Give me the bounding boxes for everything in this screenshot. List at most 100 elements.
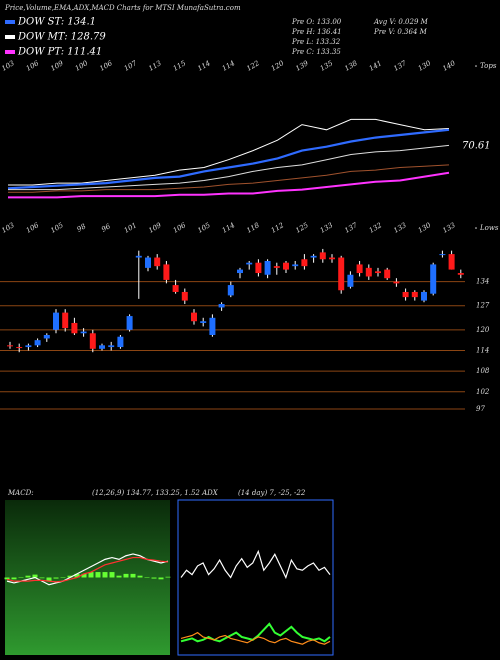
edge-dot xyxy=(475,227,477,229)
candle-body xyxy=(154,257,161,267)
x-tick-label: 120 xyxy=(270,59,286,73)
x-tick-label: 114 xyxy=(221,221,237,235)
histogram-bar xyxy=(158,577,164,580)
candle-body xyxy=(218,304,225,308)
candle-body xyxy=(117,336,124,348)
histogram-bar xyxy=(60,577,66,578)
candle-body xyxy=(310,255,317,258)
y-tick-label: 108 xyxy=(476,367,490,375)
legend-label: DOW PT: 111.41 xyxy=(17,47,102,58)
x-tick-label: 105 xyxy=(49,221,65,235)
histogram-bar xyxy=(39,577,45,579)
x-tick-label: 109 xyxy=(49,59,65,73)
line xyxy=(8,118,450,186)
y-tick-label: 127 xyxy=(476,302,490,310)
legend-swatch xyxy=(5,20,15,24)
candle-body xyxy=(227,285,234,296)
candle-body xyxy=(375,271,381,274)
x-tick-label: 139 xyxy=(294,59,310,73)
histogram-bar xyxy=(53,577,59,579)
candle-body xyxy=(356,264,363,274)
candle-body xyxy=(448,254,455,270)
candle-body xyxy=(384,269,391,279)
x-tick-label: 135 xyxy=(319,59,335,73)
x-tick-label: 106 xyxy=(25,221,41,235)
legend-swatch xyxy=(5,35,15,39)
candle-body xyxy=(255,262,262,274)
line xyxy=(8,144,450,191)
candle-body xyxy=(411,291,418,298)
candle-body xyxy=(246,262,253,265)
header: Price,Volume,EMA,ADX,MACD Charts for MTS… xyxy=(4,4,241,12)
histogram-bar xyxy=(4,577,10,580)
candle-body xyxy=(200,321,207,323)
stat: Pre V: 0.364 M xyxy=(373,28,428,36)
stat: Pre H: 136.41 xyxy=(291,28,342,36)
candle-body xyxy=(393,281,400,284)
candle-body xyxy=(25,345,32,348)
y-tick-label: 134 xyxy=(476,278,489,286)
x-tick-label: 103 xyxy=(0,59,16,73)
edge-label: Lows xyxy=(479,224,499,232)
x-tick-label: 101 xyxy=(123,221,139,235)
line xyxy=(6,556,169,583)
histogram-bar xyxy=(102,572,108,578)
candle-body xyxy=(80,331,87,334)
line xyxy=(6,553,169,586)
x-tick-label: 96 xyxy=(100,222,112,234)
x-tick-label: 130 xyxy=(417,221,433,235)
line xyxy=(180,631,331,645)
candle-body xyxy=(99,345,105,349)
histogram-bar xyxy=(123,573,129,578)
x-tick-label: 114 xyxy=(196,59,212,73)
legend-label: DOW ST: 134.1 xyxy=(17,17,96,28)
macd-params: (12,26,9) 134.77, 133.25, 1.52 ADX xyxy=(92,489,219,497)
x-tick-label: 103 xyxy=(0,221,16,235)
histogram-bar xyxy=(81,573,87,578)
candle-body xyxy=(7,345,13,347)
x-tick-label: 130 xyxy=(417,59,433,73)
x-tick-label: 106 xyxy=(172,221,188,235)
x-tick-label: 141 xyxy=(368,59,384,73)
x-tick-label: 138 xyxy=(343,59,359,73)
candle-body xyxy=(145,257,151,268)
candle-body xyxy=(34,340,41,346)
legend-label: DOW MT: 128.79 xyxy=(17,32,106,43)
candle-body xyxy=(264,260,271,275)
adx-panel xyxy=(177,499,334,656)
histogram-bar xyxy=(165,576,171,578)
line xyxy=(7,128,450,190)
candle-body xyxy=(16,347,23,349)
candle-body xyxy=(301,259,308,267)
x-tick-label: 137 xyxy=(343,221,359,235)
y-tick-label: 114 xyxy=(476,346,489,354)
histogram-bar xyxy=(116,575,122,578)
x-tick-label: 133 xyxy=(319,221,335,235)
candle-body xyxy=(365,267,372,277)
candle-body xyxy=(53,312,59,330)
histogram-bar xyxy=(25,575,31,578)
candle-body xyxy=(43,335,50,339)
x-tick-label: 133 xyxy=(441,221,457,235)
candle-body xyxy=(283,262,289,270)
candle-body xyxy=(135,255,142,258)
line xyxy=(180,549,331,580)
histogram-bar xyxy=(32,574,38,578)
candle-body xyxy=(273,266,280,268)
candle-body xyxy=(191,312,197,322)
candle-body xyxy=(292,264,299,267)
candle-body xyxy=(71,322,78,334)
histogram-bar xyxy=(151,577,157,579)
histogram-bar xyxy=(144,577,150,578)
x-tick-label: 106 xyxy=(25,59,41,73)
candle-body xyxy=(329,257,335,260)
stat: Pre L: 133.32 xyxy=(291,38,341,46)
histogram-bar xyxy=(46,577,52,582)
x-tick-label: 140 xyxy=(441,59,457,73)
candle-body xyxy=(347,274,354,287)
x-tick-label: 137 xyxy=(392,59,408,73)
adx-params: (14 day) 7, -25, -22 xyxy=(238,489,306,497)
x-tick-label: 105 xyxy=(196,221,212,235)
